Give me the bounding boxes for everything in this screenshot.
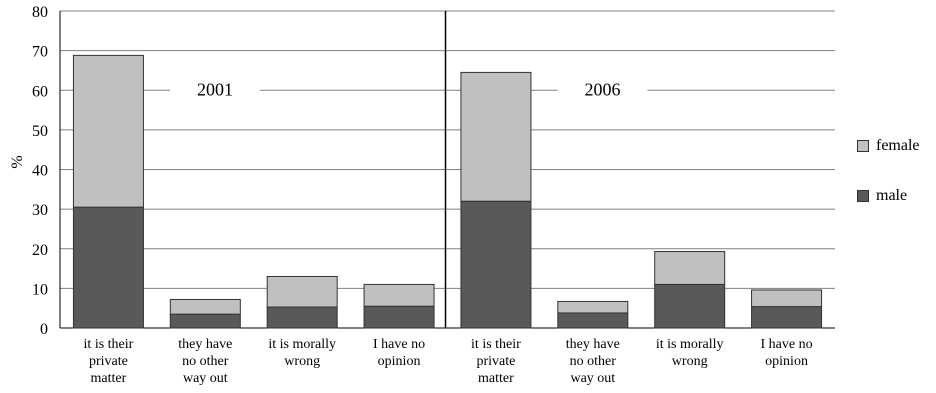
bar-female-2001-2 xyxy=(169,298,241,315)
x-tick-label: matter xyxy=(91,371,127,386)
legend-swatch-male xyxy=(857,190,869,202)
x-tick-label: way out xyxy=(570,371,615,386)
y-tick-label: 70 xyxy=(32,44,48,61)
y-tick-label: 50 xyxy=(32,123,48,140)
bar-female-2006-2 xyxy=(557,300,629,314)
bar-female-2001-4 xyxy=(363,283,435,307)
x-tick-label: they have xyxy=(566,337,620,352)
y-tick-label: 80 xyxy=(32,4,48,21)
x-tick-label: I have no xyxy=(761,337,813,352)
x-tick-label: it is their xyxy=(84,337,134,352)
bar-female-2006-3 xyxy=(654,251,726,285)
x-tick-label: opinion xyxy=(765,354,808,369)
bar-female-2001-1 xyxy=(72,54,144,208)
x-tick-label: matter xyxy=(478,371,514,386)
bar-male-2001-1 xyxy=(72,206,144,329)
x-tick-label: they have xyxy=(178,337,232,352)
y-tick-label: 20 xyxy=(32,242,48,259)
legend-label-female: female xyxy=(876,137,920,154)
y-tick-label: 60 xyxy=(32,83,48,100)
bar-male-2006-3 xyxy=(654,283,726,329)
legend-swatch-female xyxy=(857,140,869,152)
x-tick-label: it is morally xyxy=(656,337,724,352)
x-tick-label: no other xyxy=(570,354,617,369)
x-tick-label: private xyxy=(89,354,128,369)
x-tick-label: it is morally xyxy=(268,337,336,352)
x-tick-label: way out xyxy=(183,371,228,386)
group-label-2001: 2001 xyxy=(197,79,233,99)
x-tick-label: no other xyxy=(182,354,229,369)
bar-female-2001-3 xyxy=(266,275,338,308)
bar-male-2006-1 xyxy=(460,200,532,329)
group-label-bg xyxy=(170,79,260,102)
y-tick-label: 40 xyxy=(32,163,48,180)
y-tick-label: 10 xyxy=(32,281,48,298)
y-tick-label: 30 xyxy=(32,202,48,219)
legend-label-male: male xyxy=(876,187,908,204)
bar-male-2001-3 xyxy=(266,306,338,329)
legend: female male xyxy=(857,136,920,236)
bar-male-2006-4 xyxy=(751,306,823,329)
x-tick-label: opinion xyxy=(378,354,421,369)
x-tick-label: I have no xyxy=(373,337,425,352)
legend-item-female: female xyxy=(857,136,920,156)
bar-male-2001-2 xyxy=(169,313,241,329)
y-axis-label: % xyxy=(9,155,26,168)
bar-male-2006-2 xyxy=(557,312,629,329)
bar-male-2001-4 xyxy=(363,305,435,329)
group-label-bg xyxy=(557,79,648,102)
x-tick-label: private xyxy=(477,354,516,369)
x-tick-label: wrong xyxy=(672,354,708,369)
bar-female-2006-4 xyxy=(751,289,823,308)
x-tick-label: it is their xyxy=(471,337,521,352)
x-tick-label: wrong xyxy=(284,354,320,369)
legend-item-male: male xyxy=(857,186,920,206)
y-tick-label: 0 xyxy=(40,321,48,338)
bar-female-2006-1 xyxy=(460,71,532,202)
group-label-2006: 2006 xyxy=(585,79,621,99)
